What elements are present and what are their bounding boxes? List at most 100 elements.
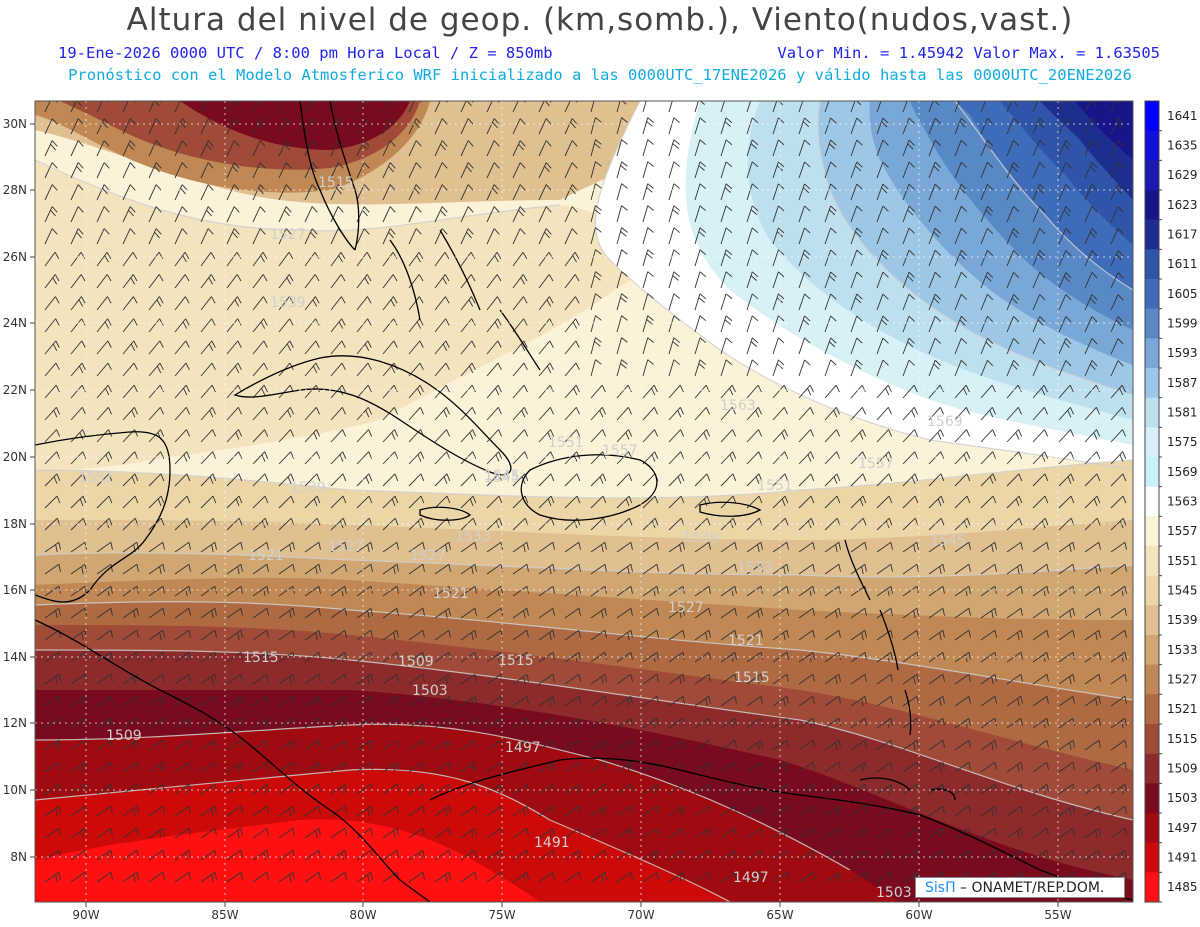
- wind-barb: [902, 183, 915, 201]
- wind-barb: [720, 227, 733, 245]
- wind-barb: [278, 340, 294, 355]
- wind-barb: [200, 296, 216, 311]
- wind-barb: [850, 495, 867, 509]
- wind-barb: [44, 140, 58, 157]
- wind-barb: [512, 362, 528, 377]
- wind-barb: [564, 495, 581, 509]
- colorbar-label: 1509: [1167, 762, 1198, 776]
- wind-barb: [824, 117, 837, 135]
- wind-barb: [772, 139, 785, 157]
- wind-barb: [226, 541, 243, 553]
- contour-label: 1497: [505, 740, 541, 756]
- wind-barb: [538, 252, 554, 267]
- wind-barb: [460, 118, 474, 135]
- wind-barb: [408, 162, 422, 179]
- wind-barb: [1058, 451, 1075, 465]
- wind-barb: [252, 118, 266, 135]
- wind-barb: [408, 274, 424, 289]
- wind-barb: [226, 407, 242, 421]
- wind-barb: [538, 384, 554, 399]
- contour-label: 1503: [876, 885, 912, 901]
- wind-barb: [616, 473, 633, 487]
- wind-barb: [96, 252, 112, 267]
- wind-barb: [1058, 272, 1072, 289]
- wind-barb: [720, 139, 733, 157]
- wind-barb: [590, 205, 602, 223]
- wind-barb: [798, 161, 811, 179]
- wind-barb: [434, 206, 448, 223]
- wind-barb: [460, 206, 474, 223]
- colorbar-label: 1527: [1167, 673, 1198, 687]
- wind-barb: [460, 162, 474, 179]
- colorbar-label: 1515: [1167, 732, 1198, 746]
- wind-barb: [304, 429, 321, 443]
- wind-barb: [850, 205, 863, 223]
- colorbar-swatch: [1145, 308, 1159, 339]
- wind-barb: [590, 271, 602, 289]
- contour-label: 1527: [410, 548, 446, 564]
- contour-label: 1569: [927, 414, 963, 430]
- wind-barb: [200, 162, 214, 179]
- contour-label: 1527: [270, 227, 306, 243]
- wind-barb: [44, 340, 60, 355]
- wind-barb: [330, 495, 347, 509]
- wind-barb: [304, 228, 318, 245]
- wind-barb: [1084, 228, 1098, 245]
- wind-barb: [564, 140, 578, 157]
- contour-label: 1551: [548, 435, 584, 451]
- wind-barb: [486, 495, 503, 509]
- wind-barb: [1058, 384, 1074, 399]
- wind-barb: [1110, 316, 1124, 333]
- wind-barb: [486, 228, 500, 245]
- wind-barb: [538, 473, 555, 487]
- wind-barb: [668, 407, 684, 421]
- wind-barb: [434, 318, 450, 333]
- wind-barb: [148, 340, 164, 355]
- wind-barb: [954, 271, 968, 289]
- wind-barb: [954, 429, 971, 443]
- wind-barb: [1006, 118, 1020, 135]
- wind-barb: [928, 451, 945, 465]
- colorbar-label: 1611: [1167, 257, 1198, 271]
- wind-barb: [1058, 228, 1072, 245]
- wind-barb: [1032, 384, 1048, 399]
- wind-barb: [616, 407, 632, 421]
- wind-barb: [1006, 407, 1022, 421]
- wind-barb: [850, 407, 866, 421]
- wind-barb: [720, 101, 733, 113]
- wind-barb: [382, 541, 399, 553]
- contour-label: 1557: [858, 456, 894, 472]
- colorbar-label: 1641: [1167, 109, 1198, 123]
- wind-barb: [434, 340, 450, 355]
- colorbar: 1641 1635 1629 1623 1617 1611 1605 1599 1593 1587…: [1144, 100, 1198, 903]
- wind-barb: [512, 184, 526, 201]
- wind-barb: [798, 271, 811, 289]
- wind-barb: [1006, 360, 1020, 377]
- wind-barb: [798, 139, 811, 157]
- wind-barb: [96, 274, 112, 289]
- wind-barb: [148, 252, 164, 267]
- wind-barb: [928, 117, 941, 135]
- wind-barb: [668, 473, 685, 487]
- wind-barb: [1084, 451, 1101, 465]
- wind-barb: [382, 451, 399, 465]
- wind-barb: [876, 337, 889, 355]
- wind-barb: [200, 473, 217, 487]
- colorbar-label: 1545: [1167, 584, 1198, 598]
- wind-barb: [642, 183, 654, 201]
- wind-barb: [44, 407, 60, 421]
- wind-barb: [564, 252, 580, 267]
- wind-barb: [278, 228, 292, 245]
- wind-barb: [642, 541, 659, 553]
- wind-barb: [382, 384, 398, 399]
- wind-barb: [304, 407, 320, 421]
- wind-barb: [902, 429, 919, 443]
- wind-barb: [876, 451, 893, 465]
- wind-barb: [122, 228, 136, 245]
- wind-barb: [174, 184, 188, 201]
- wind-barb: [954, 407, 970, 421]
- wind-barb: [252, 473, 269, 487]
- wind-barb: [1032, 118, 1046, 135]
- wind-barb: [538, 451, 555, 465]
- wind-barb: [746, 117, 759, 135]
